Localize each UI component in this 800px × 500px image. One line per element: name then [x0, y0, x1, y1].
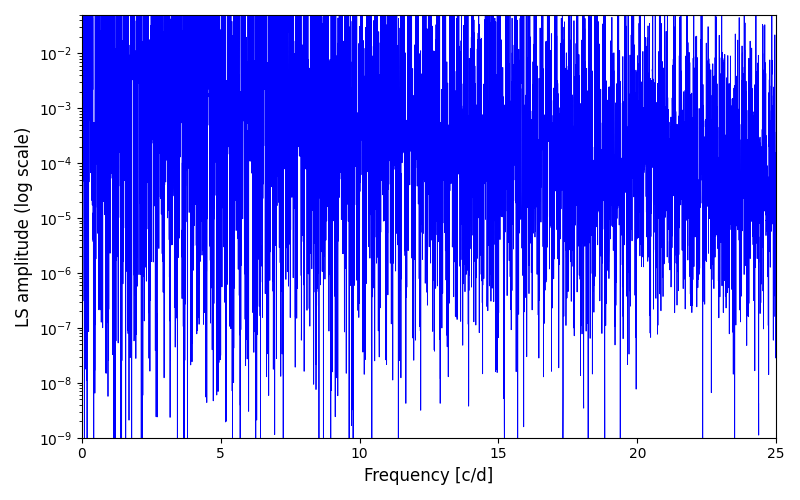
- Y-axis label: LS amplitude (log scale): LS amplitude (log scale): [15, 126, 33, 326]
- X-axis label: Frequency [c/d]: Frequency [c/d]: [364, 467, 494, 485]
